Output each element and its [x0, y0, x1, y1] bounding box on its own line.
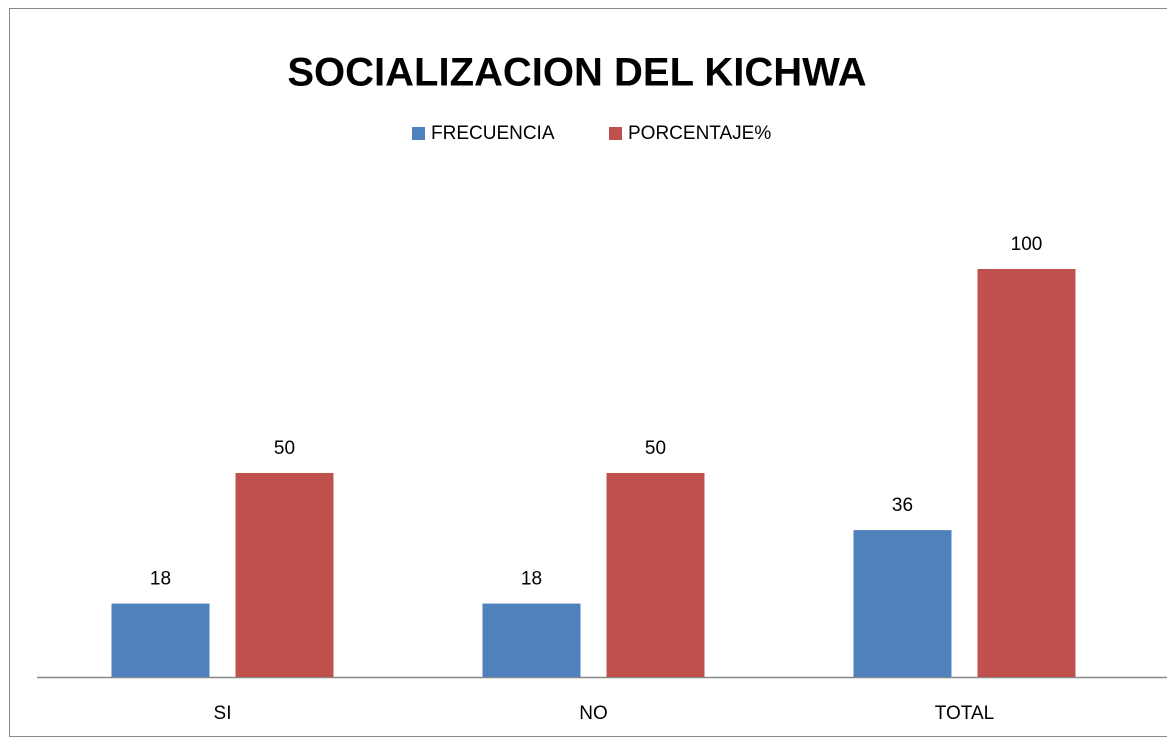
legend-label: FRECUENCIA — [431, 123, 555, 144]
value-label: 50 — [645, 438, 666, 459]
value-label: 18 — [521, 569, 542, 590]
x-tick-label: NO — [579, 703, 608, 724]
bar — [482, 603, 581, 677]
bar — [235, 473, 334, 677]
legend-swatch — [609, 127, 622, 140]
x-tick-label: TOTAL — [935, 703, 994, 724]
bar — [977, 269, 1076, 677]
legend-label: PORCENTAJE% — [628, 123, 771, 144]
chart-title: SOCIALIZACION DEL KICHWA — [287, 51, 866, 95]
legend-swatch — [412, 127, 425, 140]
bar — [111, 603, 210, 677]
bar — [606, 473, 705, 677]
value-label: 100 — [1011, 234, 1043, 255]
value-label: 18 — [150, 569, 171, 590]
x-tick-label: SI — [214, 703, 232, 724]
value-label: 36 — [892, 495, 913, 516]
value-label: 50 — [274, 438, 295, 459]
bar — [853, 530, 952, 677]
